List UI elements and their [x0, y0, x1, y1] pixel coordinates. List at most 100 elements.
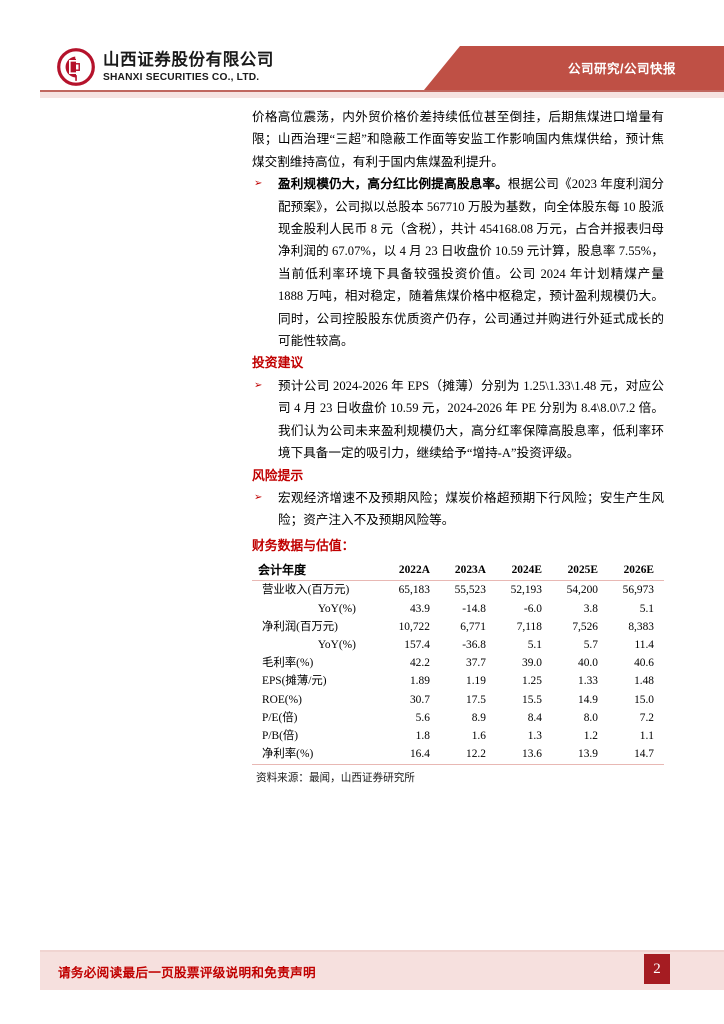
- table-cell: 56,973: [622, 584, 654, 597]
- footer-disclaimer: 请务必阅读最后一页股票评级说明和免责声明: [58, 966, 316, 980]
- table-cell: 14.7: [607, 745, 664, 766]
- table-row: YoY(%) 43.9 -14.8 -6.0 3.8 5.1: [252, 600, 664, 618]
- table-cell: 11.4: [634, 638, 654, 651]
- table-cell: 6,771: [460, 620, 486, 633]
- table-cell: 157.4: [404, 638, 430, 651]
- table-row: 营业收入(百万元) 65,183 55,523 52,193 54,200 56,973: [252, 581, 664, 600]
- table-cell: -14.8: [462, 602, 486, 615]
- table-cell: 7.2: [639, 711, 654, 724]
- bullet-risk-warning: ➢ 宏观经济增速不及预期风险；煤炭价格超预期下行风险；安生产生风险；资产注入不及…: [252, 487, 664, 532]
- table-cell: 1.25: [522, 675, 542, 688]
- table-cell: 40.0: [578, 657, 598, 670]
- table-cell: 7,526: [572, 620, 598, 633]
- header-banner-shape: [424, 46, 724, 90]
- table-cell: 14.9: [578, 693, 598, 706]
- shanxi-securities-logo-icon: [57, 48, 95, 86]
- bullet-arrow-icon: ➢: [254, 178, 263, 190]
- logo-company-name-en: SHANXI SECURITIES CO., LTD.: [103, 71, 260, 83]
- bullet-investment-advice: ➢ 预计公司 2024-2026 年 EPS（摊薄）分别为 1.25\1.33\…: [252, 375, 664, 465]
- table-cell: 8,383: [628, 620, 654, 633]
- table-cell: 5.1: [639, 602, 654, 615]
- table-row: P/E(倍) 5.6 8.9 8.4 8.0 7.2: [252, 709, 664, 727]
- table-cell: 3.8: [583, 602, 598, 615]
- table-cell: 17.5: [466, 693, 486, 706]
- table-row-label: ROE(%): [262, 693, 302, 706]
- table-header: 会计年度 2022A 2023A 2024E 2025E 2026E: [252, 561, 664, 582]
- table-cell: 13.6: [495, 745, 552, 766]
- table-cell: 13.9: [551, 745, 608, 766]
- table-row-label: 毛利率(%): [262, 657, 314, 670]
- table-source-note: 资料来源：最闻，山西证券研究所: [256, 772, 415, 785]
- footer-divider: [40, 950, 724, 952]
- table-cell: 1.6: [471, 729, 486, 742]
- table-row-label: EPS(摊薄/元): [262, 675, 327, 688]
- header-divider: [40, 90, 724, 92]
- table-col-header-2026e: 2026E: [607, 561, 664, 582]
- table-row: 净利率(%) 16.4 12.2 13.6 13.9 14.7: [252, 745, 664, 766]
- table-cell: 42.2: [409, 657, 430, 670]
- table-row-label: YoY(%): [317, 602, 356, 615]
- document-body: 价格高位震荡，内外贸价格价差持续低位甚至倒挂，后期焦煤进口增量有限；山西治理“三…: [252, 106, 664, 785]
- table-row-label: YoY(%): [317, 638, 356, 651]
- table-row: P/B(倍) 1.8 1.6 1.3 1.2 1.1: [252, 727, 664, 745]
- table-cell: 12.2: [439, 745, 496, 766]
- table-row-label: 净利润(百万元): [262, 620, 338, 633]
- table-cell: 30.7: [409, 693, 430, 706]
- section-heading-investment-advice: 投资建议: [252, 355, 304, 371]
- bullet-arrow-icon: ➢: [254, 491, 263, 503]
- company-logo: 山西证券股份有限公司 SHANXI SECURITIES CO., LTD.: [57, 48, 274, 86]
- financial-table-block: 会计年度 2022A 2023A 2024E 2025E 2026E 营业收入(…: [252, 561, 664, 785]
- table-cell: 5.7: [583, 638, 598, 651]
- paragraph-market-outlook: 价格高位震荡，内外贸价格价差持续低位甚至倒挂，后期焦煤进口增量有限；山西治理“三…: [252, 110, 664, 169]
- table-cell: 5.6: [415, 711, 430, 724]
- bullet-investment-advice-text: 预计公司 2024-2026 年 EPS（摊薄）分别为 1.25\1.33\1.…: [278, 378, 664, 461]
- bullet-profit-scale-lead: 盈利规模仍大，高分红比例提高股息率。: [278, 177, 508, 192]
- table-body: 营业收入(百万元) 65,183 55,523 52,193 54,200 56,973 Y…: [252, 581, 664, 766]
- table-cell: 1.19: [466, 675, 486, 688]
- table-cell: 65,183: [398, 584, 430, 597]
- table-row-label: 净利率(%): [252, 745, 384, 766]
- table-row: EPS(摊薄/元) 1.89 1.19 1.25 1.33 1.48: [252, 672, 664, 690]
- table-row-label: 营业收入(百万元): [262, 584, 350, 597]
- table-cell: 40.6: [634, 657, 654, 670]
- table-cell: 1.8: [415, 729, 430, 742]
- table-cell: 8.0: [583, 711, 598, 724]
- table-cell: 10,722: [398, 620, 430, 633]
- table-cell: -6.0: [523, 602, 542, 615]
- page-number-badge: 2: [644, 954, 670, 984]
- table-cell: -36.8: [462, 638, 486, 651]
- table-cell: 15.5: [522, 693, 542, 706]
- section-heading-financials: 财务数据与估值：: [252, 537, 355, 553]
- table-row: ROE(%) 30.7 17.5 15.5 14.9 15.0: [252, 691, 664, 709]
- table-cell: 43.9: [409, 602, 430, 615]
- bullet-risk-warning-text: 宏观经济增速不及预期风险；煤炭价格超预期下行风险；安生产生风险；资产注入不及预期…: [278, 490, 664, 528]
- table-cell: 52,193: [510, 584, 542, 597]
- table-cell: 5.1: [527, 638, 542, 651]
- table-row: 净利润(百万元) 10,722 6,771 7,118 7,526 8,383: [252, 618, 664, 636]
- table-col-header-2023a: 2023A: [439, 561, 496, 582]
- header-banner-label: 公司研究/公司快报: [568, 62, 676, 76]
- table-col-header-2022a: 2022A: [383, 561, 440, 582]
- bullet-profit-scale-text: 盈利规模仍大，高分红比例提高股息率。根据公司《2023 年度利润分配预案》，公司…: [278, 173, 664, 352]
- table-col-header-2024e: 2024E: [495, 561, 552, 582]
- table-cell: 7,118: [516, 620, 542, 633]
- table-col-header-2025e: 2025E: [551, 561, 608, 582]
- header-band: [40, 92, 724, 98]
- table-cell: 1.48: [634, 675, 654, 688]
- financial-data-table: 会计年度 2022A 2023A 2024E 2025E 2026E 营业收入(…: [252, 561, 664, 766]
- bullet-profit-scale-rest: 根据公司《2023 年度利润分配预案》，公司拟以总股本 567710 万股为基数…: [278, 177, 664, 349]
- table-row-label: P/E(倍): [262, 711, 298, 724]
- table-cell: 8.9: [471, 711, 486, 724]
- bullet-arrow-icon: ➢: [254, 379, 263, 391]
- table-cell: 8.4: [527, 711, 542, 724]
- logo-company-name-cn: 山西证券股份有限公司: [103, 50, 274, 69]
- table-cell: 1.3: [527, 729, 542, 742]
- table-cell: 1.89: [409, 675, 430, 688]
- table-cell: 54,200: [566, 584, 598, 597]
- table-header-row: 会计年度 2022A 2023A 2024E 2025E 2026E: [252, 561, 664, 582]
- table-cell: 1.33: [578, 675, 598, 688]
- table-cell: 37.7: [466, 657, 486, 670]
- table-row-label: P/B(倍): [262, 729, 299, 742]
- table-cell: 15.0: [634, 693, 654, 706]
- table-col-header-year: 会计年度: [252, 561, 384, 582]
